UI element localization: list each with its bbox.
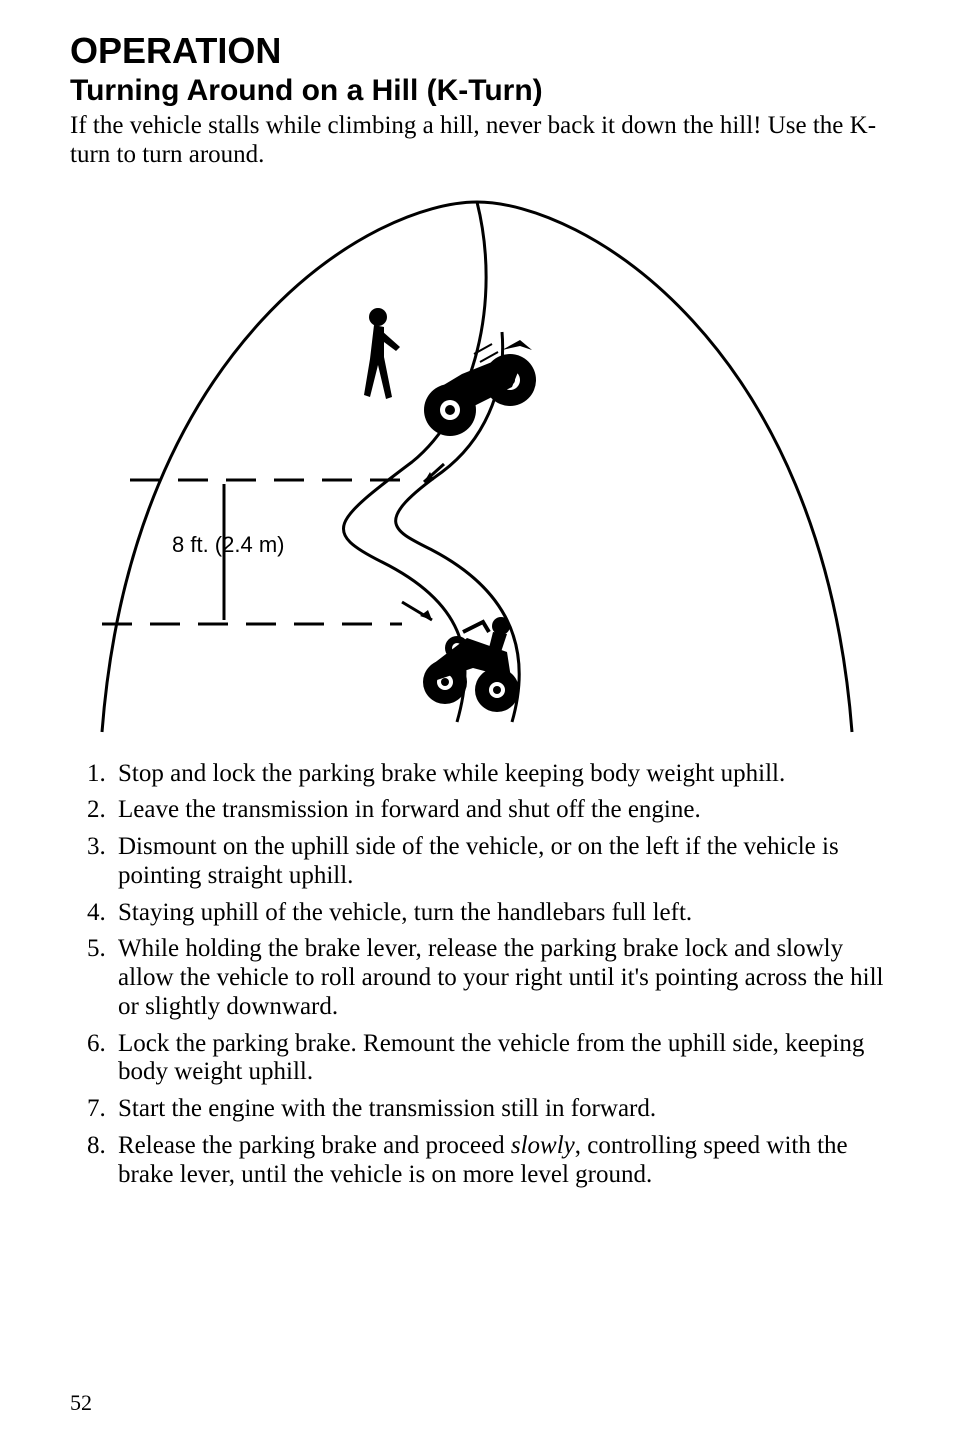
step-item: Start the engine with the transmission s… [112, 1095, 884, 1124]
page: OPERATION Turning Around on a Hill (K-Tu… [0, 0, 954, 1454]
rider-standing [364, 308, 400, 399]
step-item: Staying uphill of the vehicle, turn the … [112, 899, 884, 928]
k-turn-svg: 8 ft. (2.4 m) [72, 182, 882, 742]
step-item: Lock the parking brake. Remount the vehi… [112, 1030, 884, 1088]
step-item: Leave the transmission in forward and sh… [112, 796, 884, 825]
steps-list: Stop and lock the parking brake while ke… [70, 760, 884, 1190]
atv-lower [423, 617, 519, 712]
step-item: Release the parking brake and proceed sl… [112, 1132, 884, 1190]
distance-label: 8 ft. (2.4 m) [172, 532, 284, 557]
sub-heading: Turning Around on a Hill (K-Turn) [70, 74, 884, 108]
page-number: 52 [70, 1390, 92, 1416]
step-item: Stop and lock the parking brake while ke… [112, 760, 884, 789]
k-turn-diagram: 8 ft. (2.4 m) [70, 182, 884, 742]
step-item: While holding the brake lever, release t… [112, 935, 884, 1021]
step-item: Dismount on the uphill side of the vehic… [112, 833, 884, 891]
atv-upper [424, 340, 536, 436]
section-heading: OPERATION [70, 30, 884, 72]
intro-paragraph: If the vehicle stalls while climbing a h… [70, 112, 884, 170]
